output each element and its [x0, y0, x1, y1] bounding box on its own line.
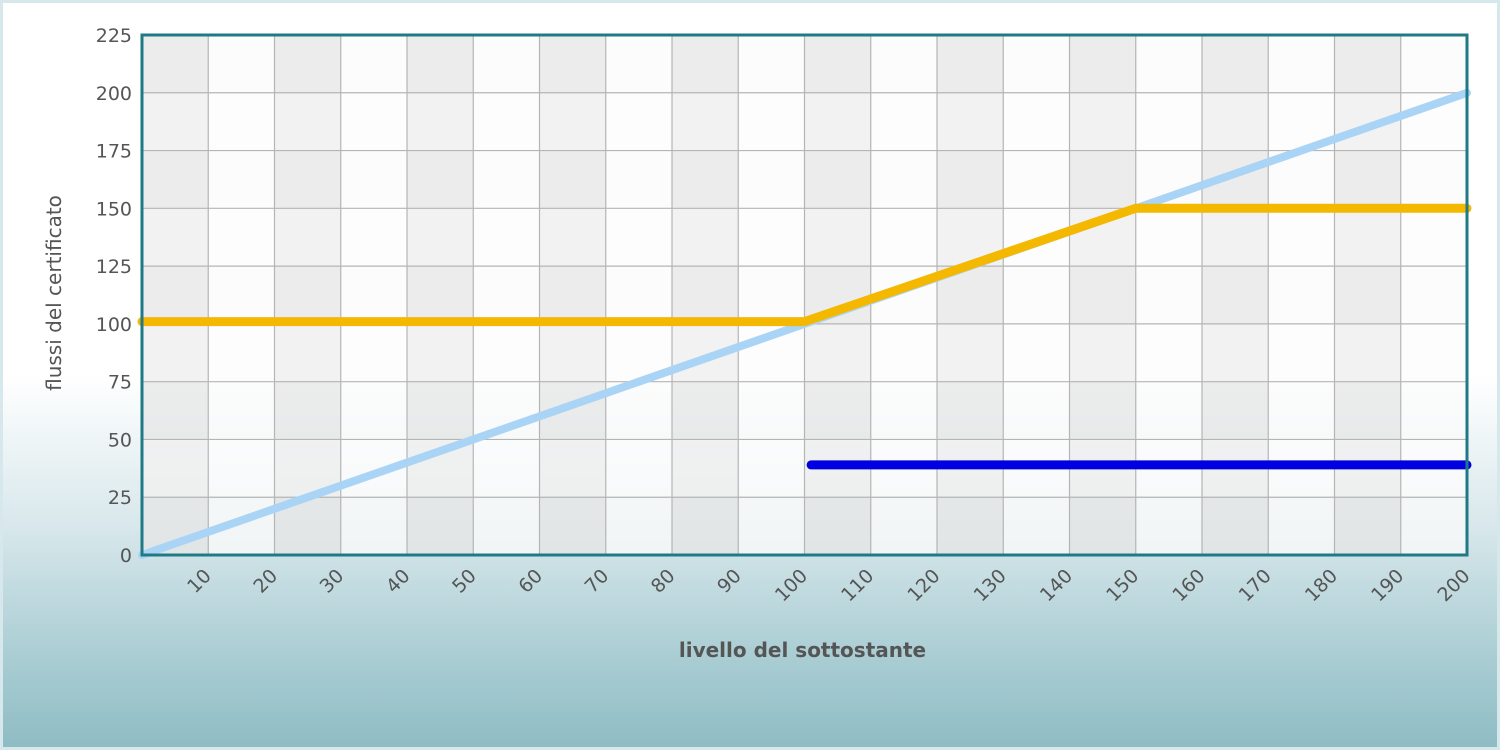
y-tick-label: 225 — [96, 25, 132, 47]
y-tick-label: 0 — [120, 545, 132, 567]
x-tick-label: 110 — [837, 565, 878, 606]
y-tick-label: 75 — [108, 372, 132, 394]
plot-band — [738, 35, 805, 555]
y-tick-label: 125 — [96, 256, 132, 278]
x-tick-label: 60 — [514, 565, 547, 598]
grid — [142, 34, 1468, 556]
series-layer — [137, 88, 1472, 559]
plot-band — [539, 35, 606, 555]
plot-band — [142, 35, 209, 555]
y-tick-labels: 0 25 50 75 100 125 150 175 200 225 — [96, 25, 132, 567]
plot-border — [140, 33, 1469, 557]
x-tick-label: 130 — [970, 565, 1011, 606]
x-tick-label: 10 — [183, 565, 216, 598]
y-tick-label: 175 — [96, 141, 132, 163]
x-axis-title: livello del sottostante — [679, 638, 926, 662]
y-tick-label: 50 — [108, 429, 132, 451]
plot-band — [672, 35, 739, 555]
x-tick-label: 200 — [1433, 565, 1474, 606]
x-tick-label: 140 — [1036, 565, 1077, 606]
x-tick-label: 90 — [713, 565, 746, 598]
x-tick-label: 100 — [771, 565, 812, 606]
plot-band — [208, 35, 275, 555]
plot-band — [274, 35, 341, 555]
y-tick-label: 150 — [96, 198, 132, 220]
x-tick-label: 40 — [382, 565, 415, 598]
chart: 0 25 50 75 100 125 150 175 200 225 10 20 30 40 50 60 70… — [42, 25, 1475, 662]
x-tick-label: 150 — [1102, 565, 1143, 606]
x-tick-label: 120 — [903, 565, 944, 606]
plot-band — [407, 35, 474, 555]
x-tick-labels: 10 20 30 40 50 60 70 80 90 100 110 120 130 140 150 160 1… — [183, 565, 1474, 606]
y-axis-title: flussi del certificato — [42, 195, 66, 391]
y-tick-label: 25 — [108, 487, 132, 509]
x-tick-label: 190 — [1367, 565, 1408, 606]
x-tick-label: 20 — [249, 565, 282, 598]
plot-band — [473, 35, 540, 555]
x-tick-label: 70 — [581, 565, 614, 598]
x-tick-label: 50 — [448, 565, 481, 598]
x-tick-label: 80 — [647, 565, 680, 598]
y-tick-label: 100 — [96, 314, 132, 336]
x-tick-label: 170 — [1235, 565, 1276, 606]
x-tick-label: 160 — [1168, 565, 1209, 606]
x-tick-label: 180 — [1301, 565, 1342, 606]
x-tick-label: 30 — [316, 565, 349, 598]
series-line-2 — [137, 203, 1472, 327]
plot-band — [605, 35, 672, 555]
y-tick-label: 200 — [96, 83, 132, 105]
